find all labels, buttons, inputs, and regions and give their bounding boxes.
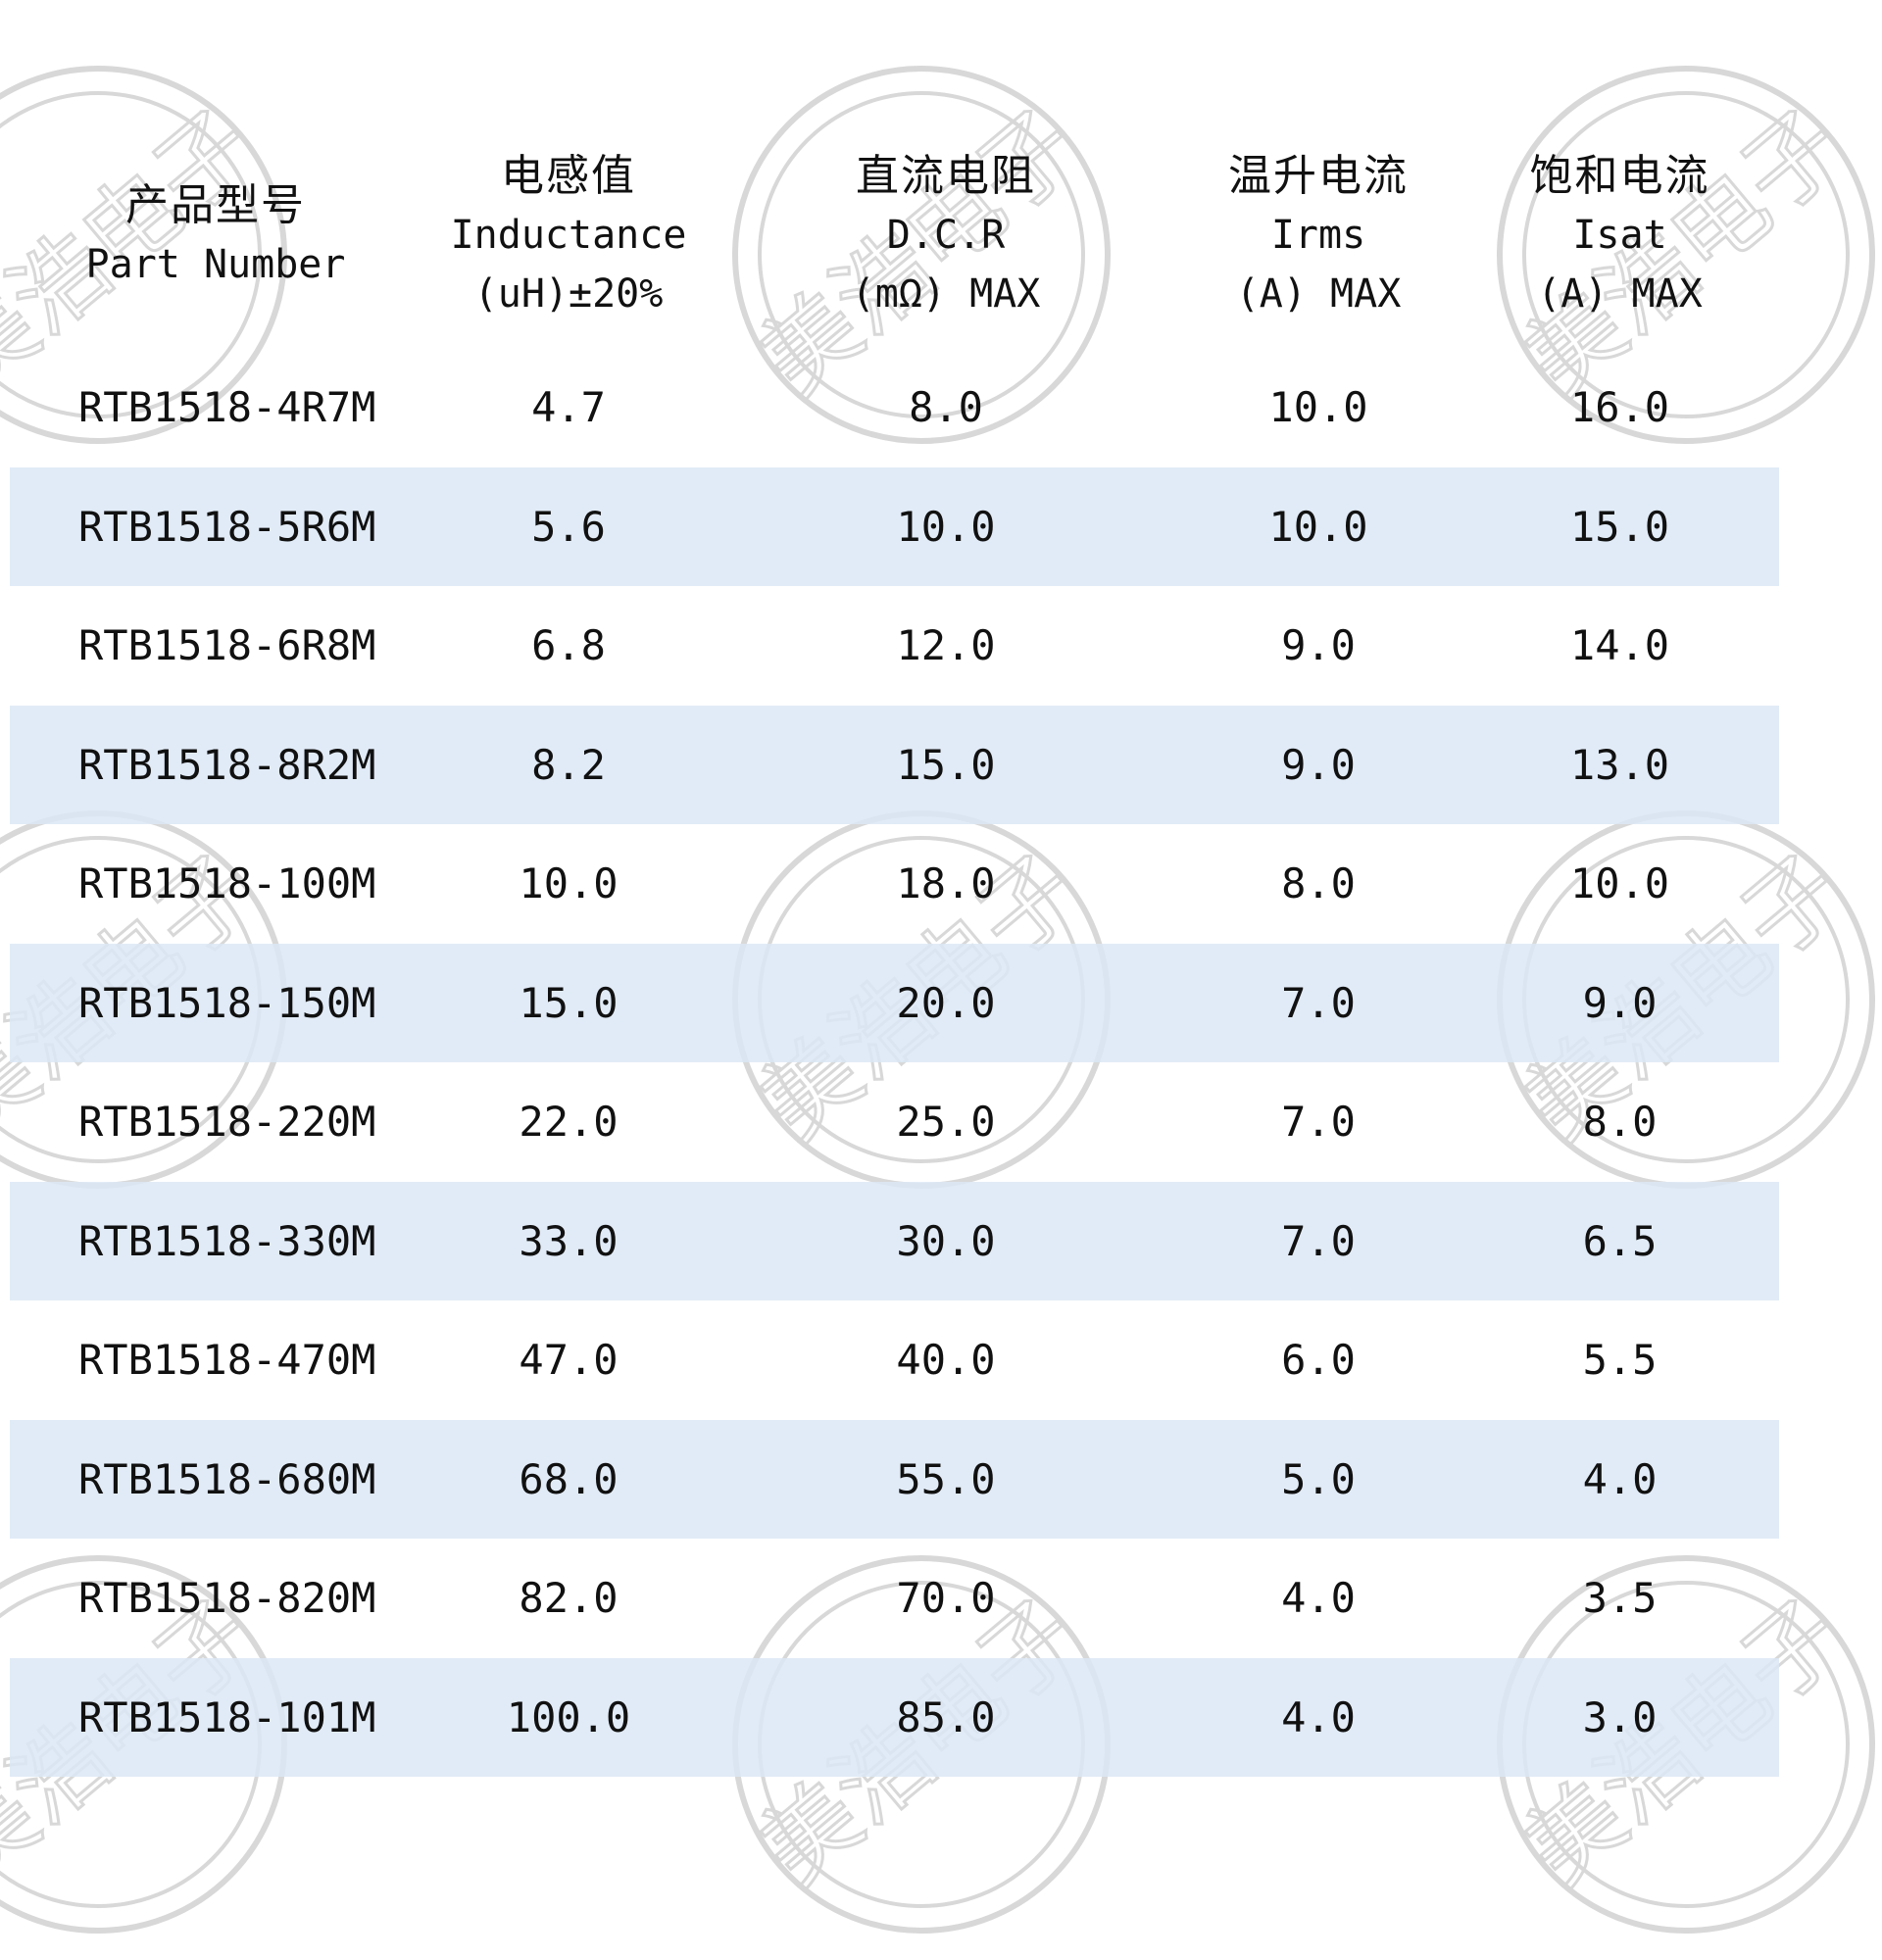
cell-part-number: RTB1518-150M	[78, 978, 376, 1027]
table-row: RTB1518-8R2M 8.2 15.0 9.0 13.0	[10, 705, 1779, 824]
header-isat-en: Isat	[1572, 213, 1667, 258]
table-row: RTB1518-101M 100.0 85.0 4.0 3.0	[10, 1657, 1779, 1777]
cell-isat: 3.0	[1582, 1692, 1658, 1741]
cell-dcr: 85.0	[896, 1692, 996, 1741]
header-inductance: 电感值 Inductance (uH)±20%	[421, 147, 716, 323]
cell-inductance: 82.0	[519, 1574, 619, 1623]
cell-inductance: 68.0	[519, 1454, 619, 1503]
table-row: RTB1518-100M 10.0 18.0 8.0 10.0	[10, 824, 1779, 944]
cell-inductance: 4.7	[531, 383, 606, 432]
cell-irms: 6.0	[1281, 1336, 1356, 1385]
cell-dcr: 30.0	[896, 1216, 996, 1265]
cell-part-number: RTB1518-470M	[78, 1336, 376, 1385]
table-row: RTB1518-470M 47.0 40.0 6.0 5.5	[10, 1300, 1779, 1420]
cell-dcr: 10.0	[896, 502, 996, 551]
cell-inductance: 15.0	[519, 978, 619, 1027]
cell-irms: 7.0	[1281, 1098, 1356, 1147]
table-row: RTB1518-820M 82.0 70.0 4.0 3.5	[10, 1539, 1779, 1658]
cell-dcr: 18.0	[896, 859, 996, 908]
table-row: RTB1518-330M 33.0 30.0 7.0 6.5	[10, 1181, 1779, 1300]
cell-inductance: 47.0	[519, 1336, 619, 1385]
cell-isat: 13.0	[1569, 740, 1670, 789]
cell-inductance: 33.0	[519, 1216, 619, 1265]
cell-part-number: RTB1518-8R2M	[78, 740, 376, 789]
cell-part-number: RTB1518-330M	[78, 1216, 376, 1265]
cell-part-number: RTB1518-680M	[78, 1454, 376, 1503]
cell-isat: 10.0	[1569, 859, 1670, 908]
cell-dcr: 55.0	[896, 1454, 996, 1503]
table-row: RTB1518-5R6M 5.6 10.0 10.0 15.0	[10, 466, 1779, 586]
cell-irms: 7.0	[1281, 1216, 1356, 1265]
header-inductance-zh: 电感值	[501, 151, 636, 201]
header-irms: 温升电流 Irms (A) MAX	[1176, 147, 1461, 323]
header-dcr-en: D.C.R	[886, 213, 1006, 258]
cell-inductance: 6.8	[531, 621, 606, 670]
cell-irms: 4.0	[1281, 1692, 1356, 1741]
cell-irms: 9.0	[1281, 621, 1356, 670]
header-isat-unit: (A) MAX	[1537, 271, 1703, 317]
table-row: RTB1518-220M 22.0 25.0 7.0 8.0	[10, 1062, 1779, 1182]
table-header: 产品型号 Part Number 电感值 Inductance (uH)±20%…	[10, 147, 1779, 348]
header-irms-zh: 温升电流	[1228, 151, 1409, 201]
cell-dcr: 15.0	[896, 740, 996, 789]
cell-inductance: 22.0	[519, 1098, 619, 1147]
cell-inductance: 8.2	[531, 740, 606, 789]
spec-table: 产品型号 Part Number 电感值 Inductance (uH)±20%…	[10, 147, 1779, 1777]
cell-isat: 3.5	[1582, 1574, 1658, 1623]
cell-part-number: RTB1518-820M	[78, 1574, 376, 1623]
cell-isat: 5.5	[1582, 1336, 1658, 1385]
header-irms-en: Irms	[1270, 213, 1366, 258]
cell-part-number: RTB1518-100M	[78, 859, 376, 908]
table-row: RTB1518-4R7M 4.7 8.0 10.0 16.0	[10, 348, 1779, 467]
cell-isat: 8.0	[1582, 1098, 1658, 1147]
cell-irms: 9.0	[1281, 740, 1356, 789]
header-isat: 饱和电流 Isat (A) MAX	[1461, 147, 1779, 323]
cell-dcr: 70.0	[896, 1574, 996, 1623]
header-part-number: 产品型号 Part Number	[10, 147, 421, 294]
cell-part-number: RTB1518-5R6M	[78, 502, 376, 551]
cell-dcr: 20.0	[896, 978, 996, 1027]
header-dcr-zh: 直流电阻	[856, 151, 1036, 201]
cell-inductance: 100.0	[506, 1692, 631, 1741]
cell-dcr: 8.0	[909, 383, 983, 432]
header-inductance-en: Inductance	[450, 213, 687, 258]
cell-inductance: 5.6	[531, 502, 606, 551]
cell-irms: 8.0	[1281, 859, 1356, 908]
cell-inductance: 10.0	[519, 859, 619, 908]
table-row: RTB1518-6R8M 6.8 12.0 9.0 14.0	[10, 586, 1779, 706]
header-part-en: Part Number	[85, 242, 346, 287]
cell-isat: 15.0	[1569, 502, 1670, 551]
cell-isat: 9.0	[1582, 978, 1658, 1027]
cell-irms: 5.0	[1281, 1454, 1356, 1503]
table-row: RTB1518-150M 15.0 20.0 7.0 9.0	[10, 943, 1779, 1062]
cell-isat: 16.0	[1569, 383, 1670, 432]
cell-part-number: RTB1518-101M	[78, 1692, 376, 1741]
header-part-zh: 产品型号	[125, 180, 306, 230]
cell-part-number: RTB1518-220M	[78, 1098, 376, 1147]
header-irms-unit: (A) MAX	[1235, 271, 1402, 317]
table-row: RTB1518-680M 68.0 55.0 5.0 4.0	[10, 1419, 1779, 1539]
header-isat-zh: 饱和电流	[1529, 151, 1710, 201]
cell-part-number: RTB1518-4R7M	[78, 383, 376, 432]
cell-dcr: 40.0	[896, 1336, 996, 1385]
header-dcr: 直流电阻 D.C.R (mΩ) MAX	[716, 147, 1176, 323]
header-dcr-unit: (mΩ) MAX	[851, 271, 1041, 317]
cell-irms: 4.0	[1281, 1574, 1356, 1623]
cell-dcr: 12.0	[896, 621, 996, 670]
cell-isat: 6.5	[1582, 1216, 1658, 1265]
cell-isat: 14.0	[1569, 621, 1670, 670]
cell-part-number: RTB1518-6R8M	[78, 621, 376, 670]
cell-irms: 10.0	[1268, 502, 1368, 551]
header-inductance-unit: (uH)±20%	[473, 271, 664, 317]
table-body: RTB1518-4R7M 4.7 8.0 10.0 16.0 RTB1518-5…	[10, 348, 1779, 1777]
cell-irms: 7.0	[1281, 978, 1356, 1027]
cell-dcr: 25.0	[896, 1098, 996, 1147]
cell-irms: 10.0	[1268, 383, 1368, 432]
cell-isat: 4.0	[1582, 1454, 1658, 1503]
